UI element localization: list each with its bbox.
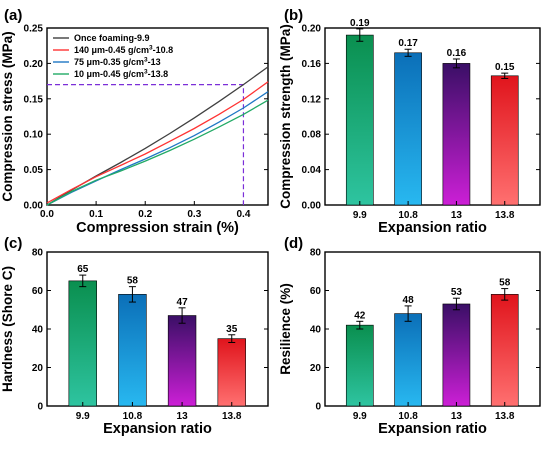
legend-text: 10 μm-0.45 g/cm (74, 69, 144, 79)
x-tick-label: 13 (177, 411, 189, 422)
y-tick-label: 0.16 (302, 59, 322, 70)
x-tick-label: 0.3 (187, 209, 201, 220)
x-tick-label: 13.8 (495, 210, 515, 221)
bar-3 (490, 294, 519, 407)
y-tick-label: 0.00 (24, 201, 44, 212)
data-label: 0.15 (495, 62, 515, 73)
bar-2 (442, 303, 471, 407)
bar-1 (394, 52, 422, 206)
y-tick-label: 0.05 (24, 165, 44, 176)
bar-0 (68, 280, 97, 407)
data-label: 53 (451, 287, 463, 298)
bar-2 (442, 63, 471, 206)
data-label: 65 (77, 264, 89, 275)
data-label: 0.17 (398, 38, 418, 49)
y-tick-label: 0 (37, 402, 43, 413)
bar-1 (118, 294, 147, 407)
x-tick-label: 0.2 (138, 209, 152, 220)
series-line-3 (46, 99, 269, 206)
panel-label: (c) (4, 235, 22, 252)
y-tick-label: 0 (315, 402, 321, 413)
bar-1 (394, 313, 422, 407)
series-line-2 (46, 91, 269, 206)
series-line-1 (46, 81, 269, 204)
data-label: 0.19 (350, 18, 370, 29)
y-tick-label: 0.10 (24, 130, 44, 141)
x-tick-label: 13.8 (222, 411, 242, 422)
x-tick-label: 13 (451, 411, 463, 422)
data-label: 47 (177, 297, 189, 308)
y-tick-label: 60 (32, 286, 44, 297)
y-tick-label: 0.25 (24, 24, 44, 35)
bar-0 (345, 34, 374, 206)
panel-a: (a) 0.00 0.05 0.10 0.15 0.20 0.25 Compression s… (0, 7, 269, 236)
y-tick-label: 0.00 (302, 201, 322, 212)
y-axis-label: Resilience (%) (278, 283, 293, 375)
y-tick-label: 0.20 (24, 59, 44, 70)
data-label: 48 (403, 295, 415, 306)
legend-text: Once foaming-9.9 (74, 33, 150, 43)
legend-text: 140 μm-0.45 g/cm (74, 45, 149, 55)
data-label: 58 (499, 278, 511, 289)
panel-label: (a) (4, 7, 22, 24)
x-tick-label: 0.4 (236, 209, 250, 220)
y-tick-label: 0.12 (302, 94, 322, 105)
bar-3 (490, 75, 519, 206)
data-label: 58 (127, 276, 139, 287)
x-tick-label: 9.9 (353, 411, 367, 422)
legend-entry-2: 75 μm-0.35 g/cm3-13 (74, 57, 161, 68)
y-tick-label: 20 (32, 363, 44, 374)
y-tick-label: 0.15 (24, 94, 44, 105)
y-tick-label: 80 (310, 248, 322, 259)
bar-0 (345, 324, 374, 407)
y-tick-label: 0.08 (302, 130, 322, 141)
y-axis-label: Compression stress (MPa) (0, 31, 15, 201)
legend-tail: -13 (148, 57, 161, 67)
legend-tail: -13.8 (148, 69, 169, 79)
x-tick-label: 10.8 (398, 411, 418, 422)
x-tick-label: 9.9 (353, 210, 367, 221)
plot-frame (324, 27, 541, 206)
y-tick-label: 80 (32, 248, 44, 259)
y-tick-label: 20 (310, 363, 322, 374)
legend-sup: 3 (149, 45, 153, 52)
y-tick-label: 0.20 (302, 24, 322, 35)
panel-label: (b) (284, 7, 303, 24)
x-tick-label: 0.1 (89, 209, 103, 220)
y-axis-label: Hardness (Shore C) (0, 266, 15, 392)
panel-b: (b) 0.00 0.04 0.08 0.12 0.16 0.20 Compression s… (278, 7, 541, 236)
data-label: 35 (226, 324, 238, 335)
y-axis-label: Compression strength (MPa) (278, 24, 293, 209)
legend-sup: 3 (144, 57, 148, 64)
x-axis-label: Expansion ratio (103, 421, 212, 437)
y-tick-label: 0.04 (302, 165, 322, 176)
data-label: 42 (354, 310, 366, 321)
legend-tail: -10.8 (153, 45, 174, 55)
y-tick-label: 40 (310, 325, 322, 336)
panel-label: (d) (284, 235, 303, 252)
legend-entry-0: Once foaming-9.9 (74, 33, 150, 43)
x-tick-label: 10.8 (398, 210, 418, 221)
x-axis-label: Expansion ratio (378, 421, 487, 437)
x-axis-label: Expansion ratio (378, 220, 487, 236)
panel-c: (c) 0 20 40 60 80 Hardness (Shore C) Expansion … (0, 235, 269, 437)
bar-2 (167, 315, 197, 407)
y-tick-label: 40 (32, 325, 44, 336)
panel-d: (d) 0 20 40 60 80 Resilience (%) Expansion rati… (278, 235, 541, 437)
plot-frame (46, 27, 269, 206)
legend-entry-3: 10 μm-0.45 g/cm3-13.8 (74, 69, 168, 80)
x-tick-label: 13.8 (495, 411, 515, 422)
x-tick-label: 0.0 (40, 209, 54, 220)
y-tick-label: 60 (310, 286, 322, 297)
x-tick-label: 10.8 (123, 411, 143, 422)
x-tick-label: 13 (451, 210, 463, 221)
x-axis-label: Compression strain (%) (76, 220, 239, 236)
legend-text: 75 μm-0.35 g/cm (74, 57, 144, 67)
legend-entry-1: 140 μm-0.45 g/cm3-10.8 (74, 45, 173, 56)
x-tick-label: 9.9 (76, 411, 90, 422)
data-label: 0.16 (447, 48, 467, 59)
bar-3 (217, 338, 246, 407)
legend-sup: 3 (144, 69, 148, 76)
